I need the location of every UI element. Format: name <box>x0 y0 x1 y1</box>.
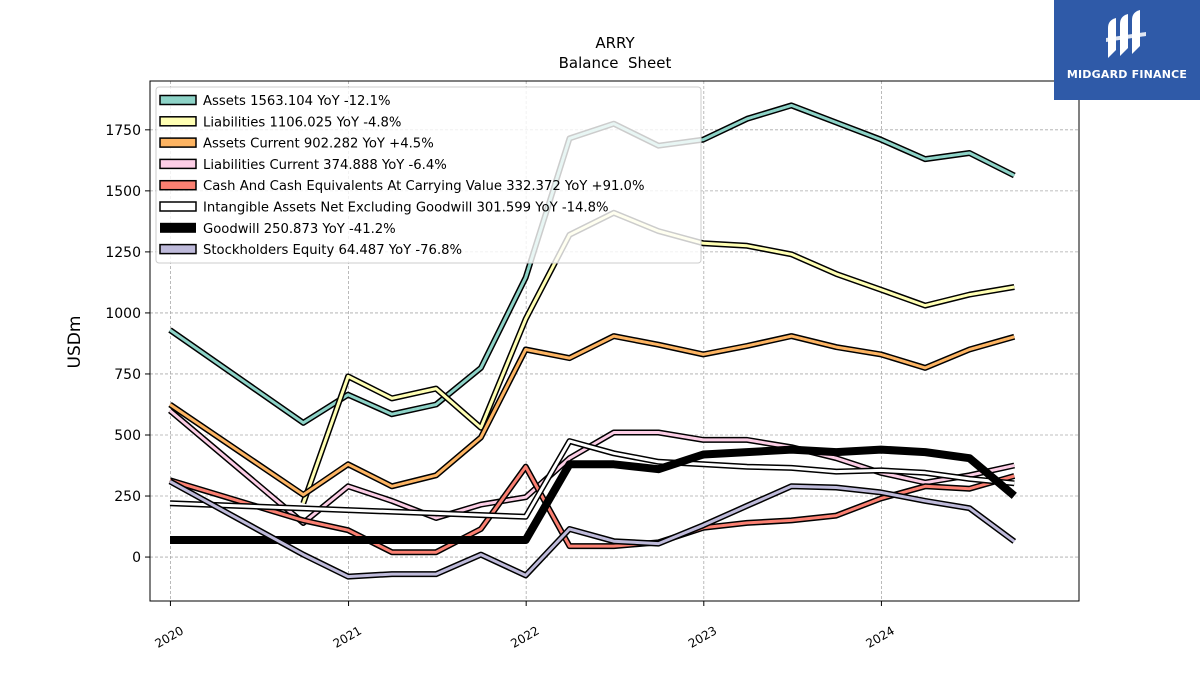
y-tick-label: 1000 <box>105 306 141 322</box>
y-axis-label: USDm <box>65 316 85 369</box>
legend-swatch <box>159 201 197 212</box>
midgard-logo-mark-icon <box>1106 10 1146 58</box>
legend-swatch <box>159 137 197 148</box>
series-line <box>169 409 1015 525</box>
y-tick-label: 750 <box>114 367 141 383</box>
legend-label: Assets 1563.104 YoY -12.1% <box>203 94 391 109</box>
series-2 <box>168 333 1016 498</box>
series-7 <box>168 478 1017 580</box>
legend-entry: Liabilities 1106.025 YoY -4.8% <box>159 115 401 130</box>
legend-swatch <box>159 158 197 170</box>
x-tick-label: 2022 <box>508 623 541 650</box>
logo-text: MIDGARD FINANCE <box>1066 68 1188 81</box>
series-lines <box>168 102 1017 580</box>
series-5 <box>169 438 1015 520</box>
legend-swatch <box>159 94 197 106</box>
y-tick-label: 1250 <box>105 245 141 261</box>
series-3 <box>168 408 1015 526</box>
chart-subtitle: Balance Sheet <box>559 54 672 72</box>
x-tick-label: 2020 <box>152 623 185 650</box>
y-tick-label: 1750 <box>105 123 141 139</box>
y-tick-label: 1500 <box>105 184 141 200</box>
legend-label: Cash And Cash Equivalents At Carrying Va… <box>203 179 644 194</box>
legend-label: Liabilities 1106.025 YoY -4.8% <box>203 115 401 130</box>
series-line <box>169 334 1015 497</box>
legend: Assets 1563.104 YoY -12.1% Liabilities 11… <box>155 86 702 264</box>
x-tick-label: 2023 <box>686 623 719 650</box>
legend-label: Liabilities Current 374.888 YoY -6.4% <box>203 158 447 173</box>
legend-entry: Assets 1563.104 YoY -12.1% <box>159 94 391 109</box>
series-line <box>169 439 1015 519</box>
legend-label: Goodwill 250.873 YoY -41.2% <box>203 222 396 237</box>
chart-title: ARRY <box>595 34 635 52</box>
midgard-finance-logo: MIDGARD FINANCE <box>1054 0 1200 100</box>
y-tick-label: 0 <box>132 550 141 566</box>
series-line <box>169 480 1016 579</box>
legend-swatch <box>159 116 197 127</box>
legend-swatch <box>159 243 197 255</box>
legend-label: Stockholders Equity 64.487 YoY -76.8% <box>203 243 462 258</box>
series-6 <box>170 445 1017 544</box>
legend-label: Assets Current 902.282 YoY +4.5% <box>203 137 434 152</box>
legend-entry: Intangible Assets Net Excluding Goodwill… <box>159 201 609 216</box>
legend-label: Intangible Assets Net Excluding Goodwill… <box>203 201 609 216</box>
y-tick-label: 500 <box>114 428 141 444</box>
legend-swatch <box>160 222 196 233</box>
x-tick-label: 2021 <box>331 623 364 650</box>
legend-swatch <box>159 179 197 191</box>
legend-entry: Goodwill 250.873 YoY -41.2% <box>160 222 396 237</box>
plot-frame <box>149 80 1080 602</box>
legend-box <box>155 86 702 264</box>
legend-entry: Stockholders Equity 64.487 YoY -76.8% <box>159 243 462 258</box>
legend-entry: Cash And Cash Equivalents At Carrying Va… <box>159 179 644 194</box>
x-tick-label: 2024 <box>863 623 896 650</box>
legend-entry: Liabilities Current 374.888 YoY -6.4% <box>159 158 447 173</box>
series-line <box>170 445 1017 544</box>
y-tick-label: 250 <box>114 489 141 505</box>
legend-entry: Assets Current 902.282 YoY +4.5% <box>159 137 434 152</box>
